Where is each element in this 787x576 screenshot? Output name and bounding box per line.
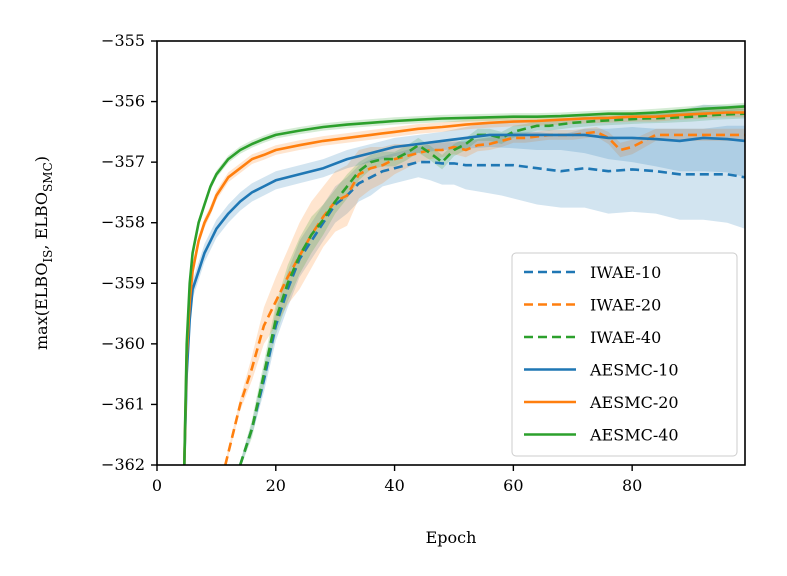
y-tick-label: −360 (101, 334, 145, 353)
line-iwae-10 (238, 160, 745, 465)
legend-label-aesmc-40: AESMC-40 (589, 426, 679, 445)
x-axis-ticks: 0 20 40 60 80 (152, 465, 642, 495)
line-aesmc-40 (183, 105, 745, 465)
band-iwae-10 (240, 125, 745, 465)
plot-frame (156, 40, 746, 466)
legend: IWAE-10 IWAE-20 IWAE-40 AESMC-10 AESMC-20 AES… (511, 252, 738, 457)
line-iwae-20 (224, 130, 745, 465)
y-tick-label: −355 (101, 31, 145, 50)
x-tick-label: 0 (152, 476, 162, 495)
legend-label-aesmc-10: AESMC-10 (589, 361, 679, 380)
x-tick-label: 40 (384, 476, 404, 495)
y-axis-label-subscript-smc: SMC (41, 162, 55, 192)
legend-label-iwae-10: IWAE-10 (590, 263, 661, 282)
legend-label-aesmc-20: AESMC-20 (589, 393, 679, 412)
y-axis-label: max(ELBOIS, ELBOSMC) (32, 156, 55, 350)
y-axis-label-suffix: ) (32, 156, 51, 162)
y-tick-label: −357 (101, 152, 145, 171)
legend-label-iwae-40: IWAE-40 (590, 328, 661, 347)
y-axis-label-prefix: max(ELBO (32, 263, 51, 350)
x-tick-label: 60 (503, 476, 523, 495)
y-axis-label-middle: , ELBO (32, 192, 51, 250)
y-tick-label: −356 (101, 92, 145, 111)
legend-label-iwae-20: IWAE-20 (590, 296, 661, 315)
y-tick-label: −358 (101, 213, 145, 232)
y-axis-label-subscript-is: IS (41, 250, 55, 263)
line-iwae-40 (238, 112, 745, 465)
y-tick-label: −361 (101, 394, 145, 413)
x-tick-label: 80 (622, 476, 642, 495)
line-aesmc-20 (183, 111, 745, 465)
y-tick-label: −359 (101, 273, 145, 292)
y-axis-ticks: −362 −361 −360 −359 −358 −357 −356 −355 (101, 31, 157, 474)
y-tick-label: −362 (101, 455, 145, 474)
x-tick-label: 20 (266, 476, 286, 495)
x-axis-label: Epoch (426, 528, 477, 547)
series-lines (183, 105, 745, 465)
line-aesmc-10 (183, 133, 745, 465)
